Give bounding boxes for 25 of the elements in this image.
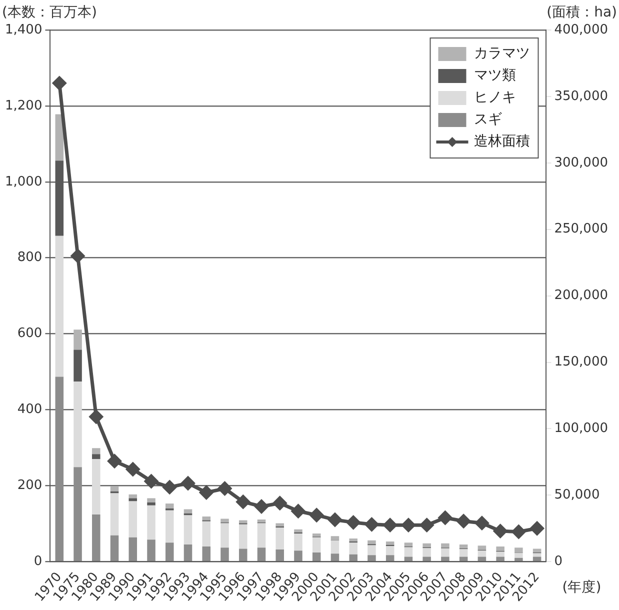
y2-tick-label: 250,000: [554, 222, 608, 237]
legend-label: マツ類: [474, 68, 516, 84]
legend-label: カラマツ: [474, 46, 530, 62]
legend-label: 造林面積: [474, 134, 530, 150]
legend-label: ヒノキ: [474, 90, 516, 106]
y-tick-label: 200: [17, 478, 42, 494]
y2-axis-title: (面積：ha): [546, 4, 617, 21]
y-tick-label: 1,400: [5, 22, 42, 38]
y2-tick-label: 0: [554, 554, 563, 570]
y2-tick-label: 150,000: [554, 354, 608, 370]
y2-tick-label: 100,000: [554, 421, 608, 436]
y-tick-label: 600: [17, 326, 42, 342]
y2-tick-label: 350,000: [554, 88, 608, 104]
y2-tick-label: 50,000: [554, 488, 600, 503]
legend-label: スギ: [474, 112, 502, 128]
y2-tick-label: 300,000: [554, 155, 608, 170]
y-tick-label: 1,000: [5, 174, 42, 190]
y2-tick-label: 200,000: [554, 288, 608, 304]
y-tick-label: 1,200: [5, 98, 42, 114]
y-axis-title: (本数：百万本): [2, 4, 97, 21]
x-axis-title: (年度): [562, 579, 602, 596]
y-tick-label: 400: [17, 402, 42, 418]
y-tick-label: 0: [34, 554, 42, 570]
y-tick-label: 800: [17, 250, 42, 266]
y2-tick-label: 400,000: [554, 22, 608, 38]
